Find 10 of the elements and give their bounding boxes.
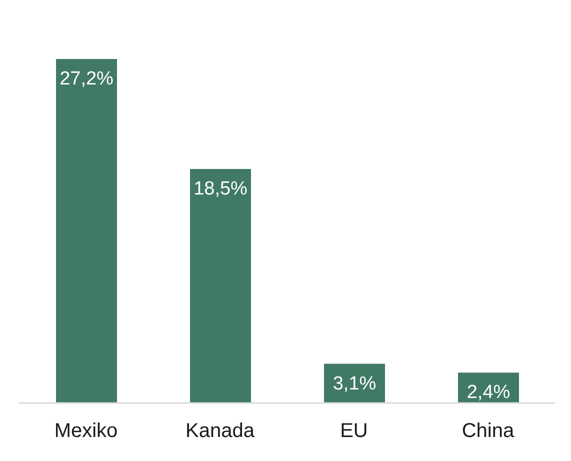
x-tick-label: Mexiko [54,420,118,442]
data-label: 27,2% [60,68,114,90]
x-tick-label: China [462,420,515,442]
data-label: 3,1% [332,373,376,394]
x-tick-label: Kanada [186,420,256,442]
x-tick-label: EU [340,420,368,442]
bar [190,169,251,403]
data-label: 18,5% [194,178,248,200]
data-label: 2,4% [466,382,510,404]
bar [56,59,117,403]
